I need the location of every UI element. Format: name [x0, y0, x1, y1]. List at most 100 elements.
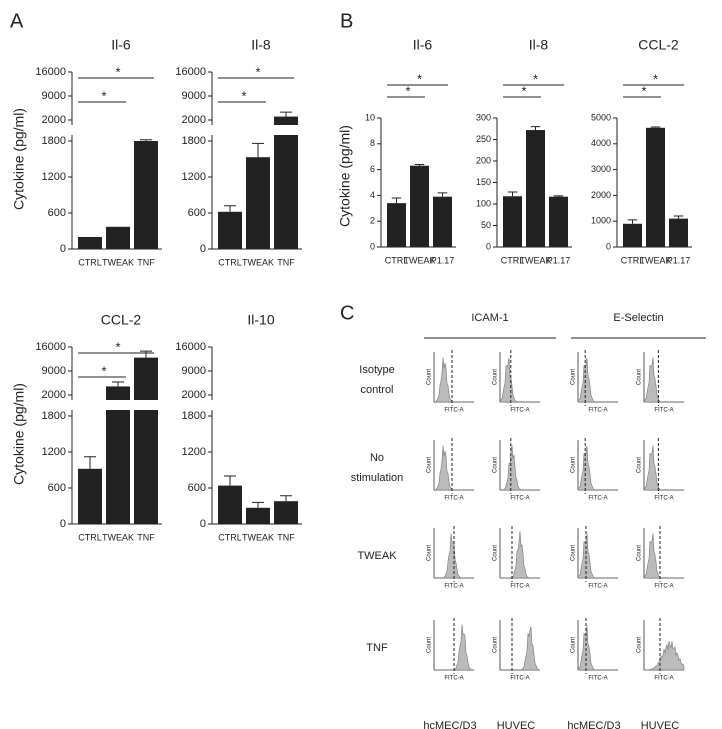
hist-y-label: Count: [637, 545, 643, 561]
hist-y-label: Count: [571, 369, 577, 385]
histogram: [434, 533, 474, 579]
error-bar: [627, 219, 638, 224]
row-label: control: [360, 384, 393, 396]
y-tick-label: 9000: [182, 365, 206, 377]
bar: [387, 203, 406, 247]
bar: [623, 223, 642, 247]
error-bar: [553, 195, 564, 197]
hist-x-label: FITC-A: [444, 496, 463, 502]
error-bar: [140, 139, 152, 141]
x-tick-label: TWEAK: [242, 257, 274, 267]
significance-star: *: [405, 83, 410, 98]
row-label: TWEAK: [357, 550, 397, 562]
significance-star: *: [241, 88, 246, 103]
chart-title: Il-8: [529, 37, 549, 53]
column-label: hcMEC/D3: [567, 720, 620, 729]
hist-y-label: Count: [637, 637, 643, 653]
error-bar: [140, 350, 152, 358]
error-bar: [437, 192, 448, 197]
histogram: [433, 357, 474, 403]
bar: [549, 196, 568, 247]
error-bar: [530, 126, 541, 131]
y-tick-label: 8: [370, 138, 375, 148]
row-label: Isotype: [359, 364, 394, 376]
histogram: [434, 624, 475, 671]
error-bar: [280, 495, 292, 502]
column-label: hcMEC/D3: [423, 720, 476, 729]
axis-break: [71, 125, 163, 135]
bar: [646, 127, 665, 247]
hist-x-label: FITC-A: [654, 408, 673, 414]
hist-y-label: Count: [493, 457, 499, 473]
histogram: [643, 357, 684, 403]
significance-star: *: [521, 83, 526, 98]
x-tick-label: TWEAK: [102, 257, 134, 267]
y-tick-label: 150: [476, 177, 491, 187]
y-tick-label: 16000: [175, 66, 206, 78]
error-bar: [112, 381, 124, 387]
significance-star: *: [417, 71, 422, 86]
x-tick-label: P1.17: [547, 255, 571, 265]
bar: [274, 116, 298, 249]
y-tick-label: 1200: [182, 446, 206, 458]
chart-title: Il-10: [247, 312, 274, 328]
y-tick-label: 1800: [42, 135, 66, 147]
histogram: [577, 357, 618, 403]
y-tick-label: 4000: [591, 138, 611, 148]
bar: [78, 468, 102, 524]
y-tick-label: 1800: [42, 410, 66, 422]
hist-x-label: FITC-A: [654, 496, 673, 502]
error-bar: [414, 163, 425, 166]
row-label: TNF: [366, 642, 388, 654]
x-tick-label: CTRL: [218, 532, 242, 542]
y-tick-label: 1800: [182, 410, 206, 422]
y-axis-label: Cytokine (pg/ml): [337, 125, 353, 227]
row-label: stimulation: [351, 472, 404, 484]
x-tick-label: CTRL: [78, 257, 102, 267]
hist-x-label: FITC-A: [444, 408, 463, 414]
hist-x-label: FITC-A: [588, 676, 607, 682]
hist-x-label: FITC-A: [588, 496, 607, 502]
y-tick-label: 9000: [42, 365, 66, 377]
y-tick-label: 1200: [42, 171, 66, 183]
y-tick-label: 2: [370, 216, 375, 226]
x-tick-label: TNF: [277, 257, 295, 267]
x-tick-label: CTRL: [501, 255, 525, 265]
error-bar: [84, 456, 96, 469]
axis-break: [211, 125, 303, 135]
y-tick-label: 0: [60, 243, 66, 255]
hist-y-label: Count: [571, 545, 577, 561]
x-tick-label: P1.17: [667, 255, 691, 265]
panel-label: C: [340, 302, 354, 324]
y-tick-label: 0: [60, 518, 66, 530]
y-tick-label: 0: [606, 241, 611, 251]
hist-x-label: FITC-A: [588, 408, 607, 414]
bar: [526, 130, 545, 247]
x-tick-label: CTRL: [78, 532, 102, 542]
column-header: ICAM-1: [471, 312, 508, 324]
hist-x-label: FITC-A: [510, 584, 529, 590]
significance-star: *: [101, 363, 106, 378]
error-bar: [252, 142, 264, 158]
y-tick-label: 1800: [182, 135, 206, 147]
hist-y-label: Count: [493, 369, 499, 385]
error-bar: [650, 126, 661, 128]
histogram: [643, 445, 684, 491]
y-tick-label: 9000: [182, 90, 206, 102]
significance-star: *: [101, 88, 106, 103]
chart-title: Il-6: [111, 37, 131, 53]
hist-y-label: Count: [637, 369, 643, 385]
x-tick-label: TNF: [277, 532, 295, 542]
bar: [218, 211, 242, 249]
significance-star: *: [115, 64, 120, 79]
y-tick-label: 100: [476, 198, 491, 208]
chart-title: CCL-2: [101, 312, 142, 328]
x-tick-label: TWEAK: [242, 532, 274, 542]
x-tick-label: CTRL: [218, 257, 242, 267]
y-tick-label: 2000: [182, 114, 206, 126]
hist-x-label: FITC-A: [654, 584, 673, 590]
bar: [78, 237, 102, 249]
y-tick-label: 0: [370, 241, 375, 251]
y-tick-label: 600: [48, 207, 66, 219]
